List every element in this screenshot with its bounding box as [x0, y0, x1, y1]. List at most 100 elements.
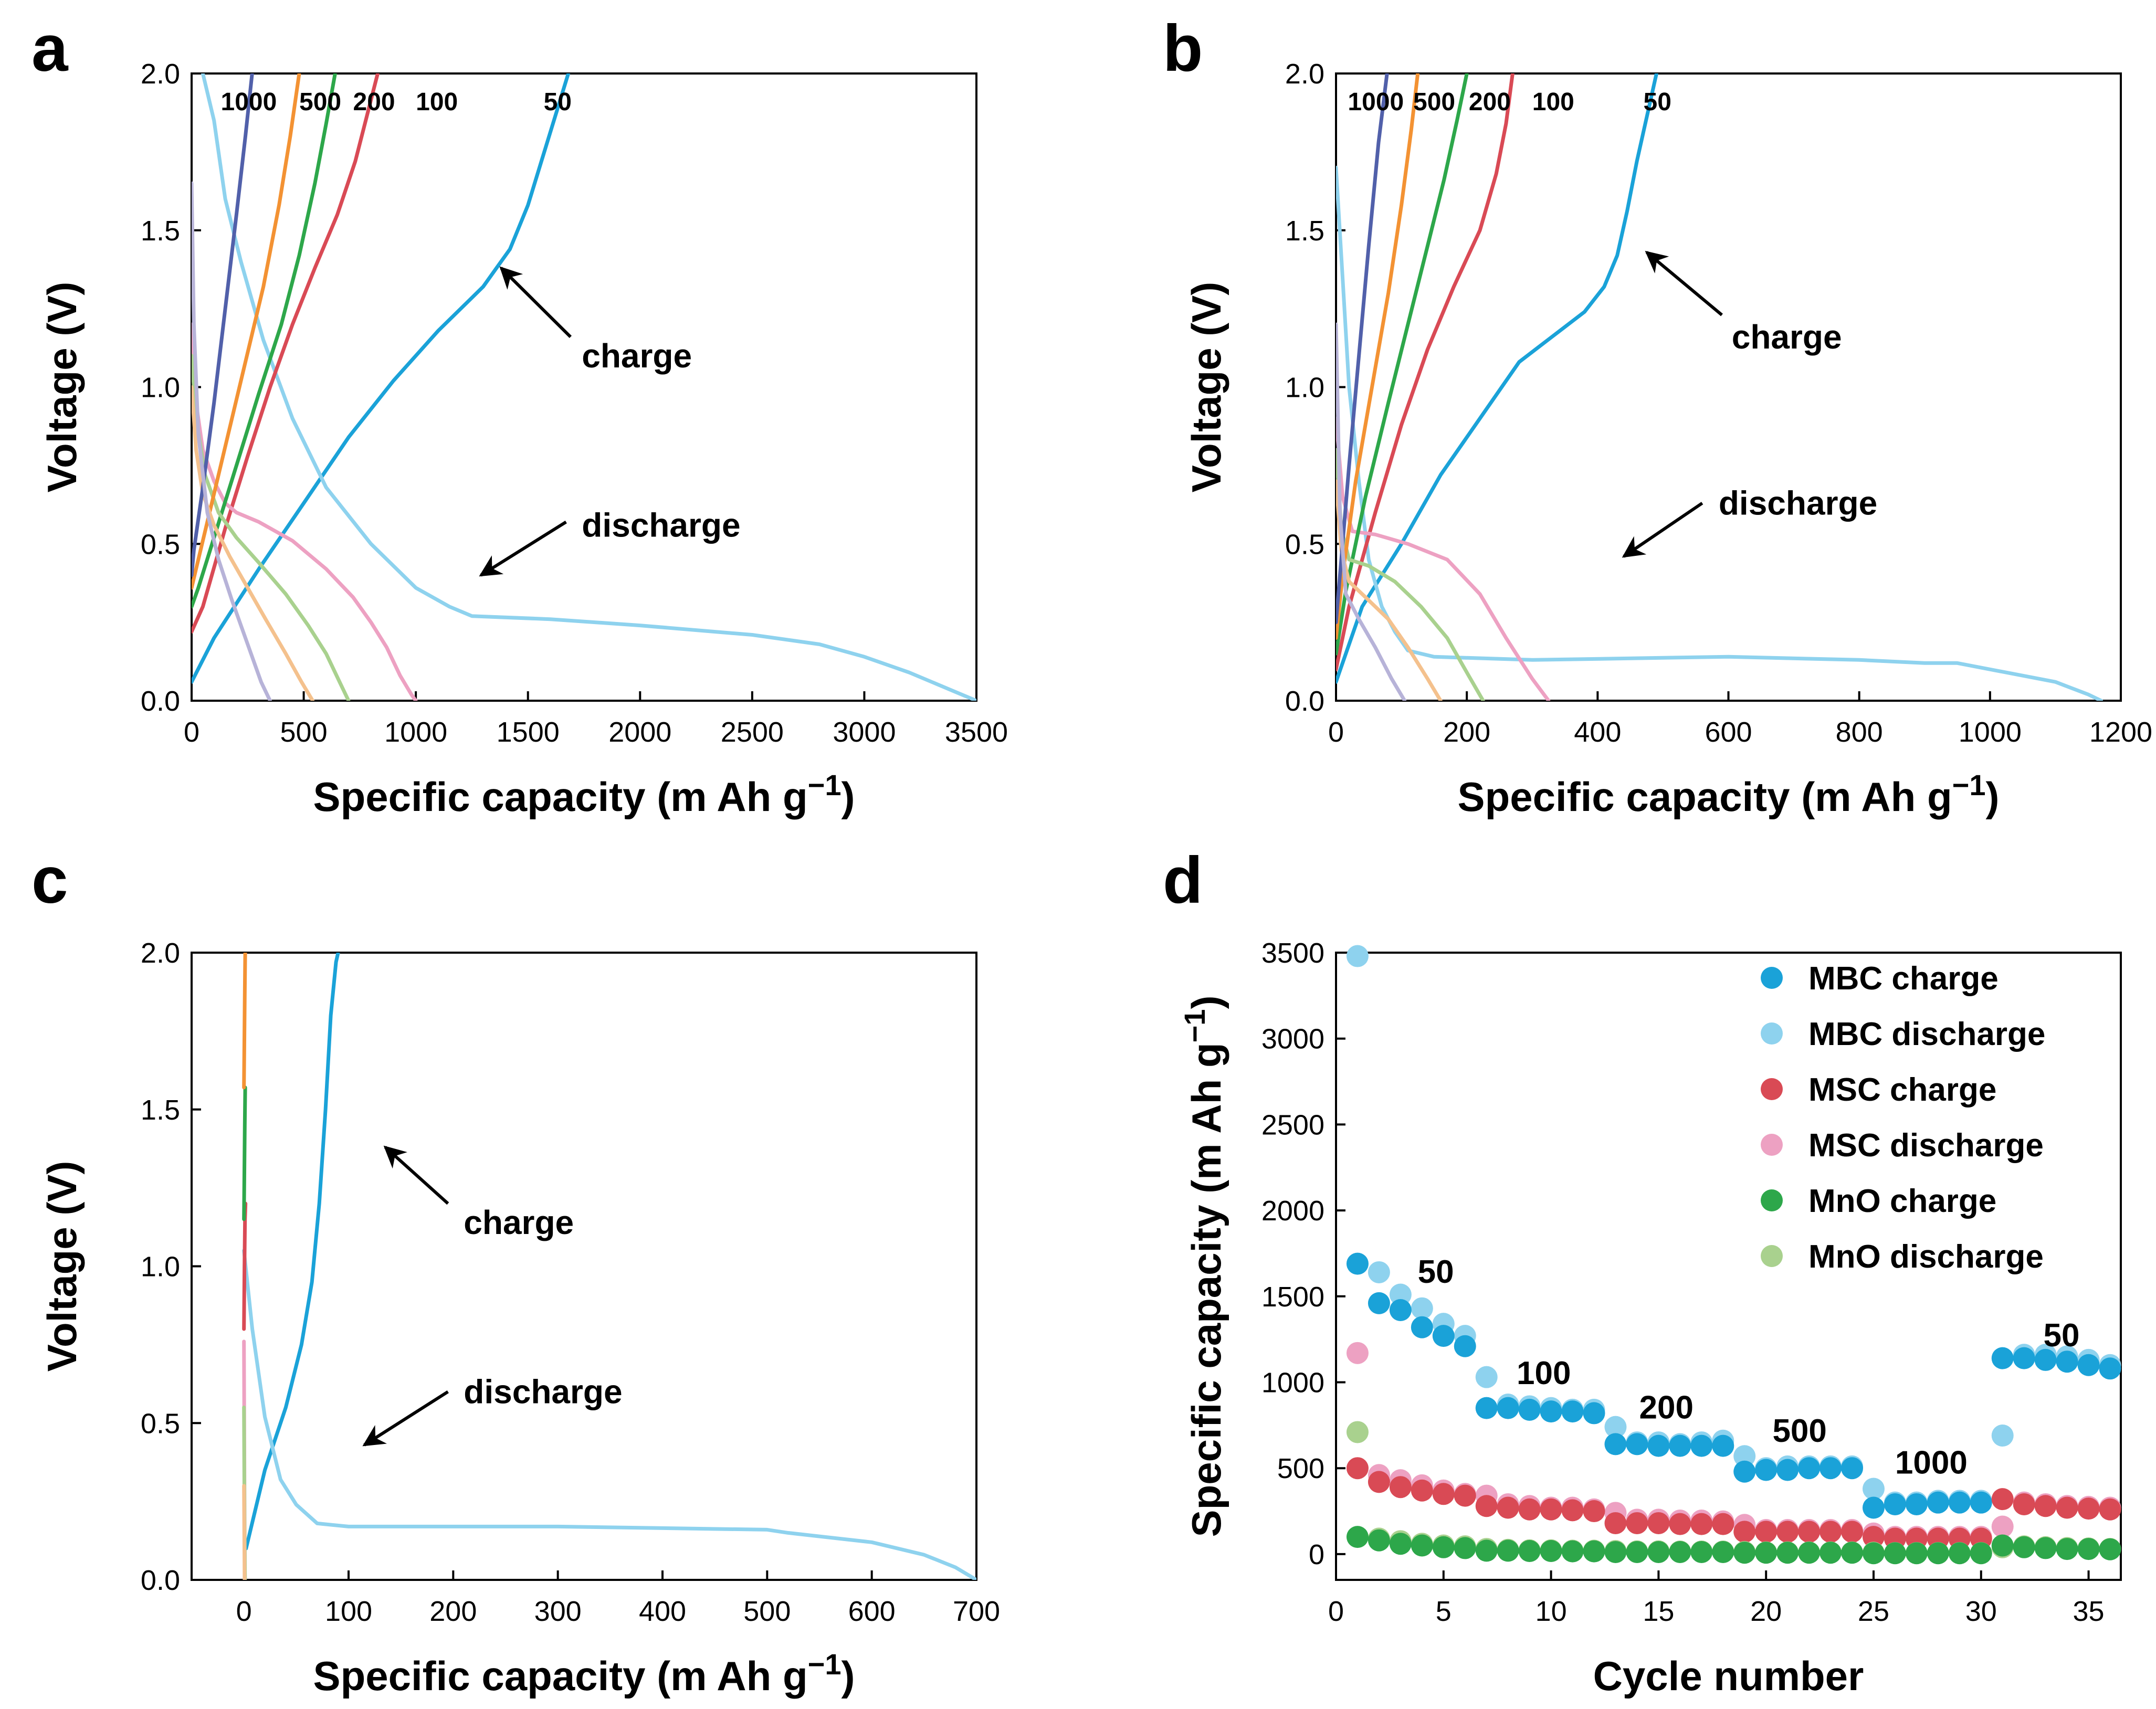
legend-entry: MBC discharge: [1808, 1016, 2045, 1052]
x-tick-label: 600: [848, 1596, 896, 1627]
x-tick-label: 10: [1536, 1596, 1567, 1627]
curve-200-charge: [242, 1085, 247, 1221]
y-tick-label: 0.5: [1285, 529, 1324, 560]
y-tick-label: 2.0: [1285, 58, 1324, 90]
curve-100-charge: [1336, 73, 1515, 671]
curve-100-charge: [242, 1201, 248, 1331]
data-point: [1991, 1424, 2014, 1447]
data-point: [1647, 1541, 1670, 1563]
y-tick-label: 1.0: [1285, 372, 1324, 404]
curve-1000-charge: [1336, 73, 1389, 625]
y-tick-label: 1.0: [141, 372, 180, 404]
data-point: [1905, 1542, 1928, 1565]
data-point: [1346, 945, 1369, 967]
x-tick-label: 20: [1750, 1596, 1782, 1627]
curve-500-charge: [192, 73, 301, 590]
y-tick-label: 1000: [1261, 1367, 1324, 1398]
data-point: [2034, 1495, 2057, 1517]
legend: MBC charge MBC discharge MSC charge MSC dis…: [1761, 961, 2045, 1275]
data-point: [1712, 1434, 1734, 1457]
y-tick-label: 0.5: [141, 1408, 180, 1439]
data-point: [1346, 1457, 1369, 1480]
data-point: [1518, 1398, 1541, 1421]
legend-marker: [1761, 1078, 1783, 1100]
data-point: [1862, 1478, 1885, 1500]
data-point: [1690, 1434, 1713, 1457]
data-point: [2013, 1493, 2035, 1515]
x-tick-label: 15: [1643, 1596, 1674, 1627]
curve-500-discharge: [242, 1484, 247, 1580]
panel-c: 0 100 200 300 400 500 600 700 0.0 0.5 1.0 1.5 2.0 Spe…: [31, 844, 1000, 1699]
data-point: [1776, 1459, 1799, 1481]
data-point: [1927, 1542, 1949, 1565]
data-point: [1755, 1459, 1778, 1481]
data-point: [1647, 1512, 1670, 1534]
curve-50-discharge: [242, 1249, 976, 1580]
data-point: [1454, 1537, 1476, 1559]
data-point: [2099, 1357, 2121, 1380]
data-point: [1948, 1542, 1971, 1565]
x-tick-label: 30: [1965, 1596, 1997, 1627]
y-tick-label: 0.0: [141, 685, 180, 717]
data-point: [1862, 1542, 1885, 1565]
rate-label: 50: [544, 88, 572, 116]
y-axis-title: Voltage (V): [1183, 282, 1229, 493]
annotation-arrow: [499, 266, 572, 339]
data-point: [1626, 1433, 1648, 1455]
data-point: [1518, 1539, 1541, 1562]
y-tick-label: 0: [1309, 1539, 1324, 1570]
data-point: [2056, 1351, 2078, 1373]
plot-frame: [1335, 72, 2122, 702]
data-point: [1432, 1483, 1455, 1505]
data-point: [1604, 1416, 1627, 1438]
data-point: [1368, 1529, 1390, 1552]
curve-1000-discharge: [1336, 322, 1407, 701]
y-tick-label: 2.0: [141, 58, 180, 90]
y-tick-label: 3500: [1261, 937, 1324, 969]
data-point: [2056, 1496, 2078, 1519]
rate-label: 200: [1639, 1390, 1694, 1426]
legend-marker: [1761, 967, 1783, 989]
x-tick-label: 800: [1836, 716, 1883, 748]
legend-entry: MnO charge: [1808, 1183, 1996, 1219]
annotation-label: charge: [582, 337, 692, 375]
data-point: [1733, 1521, 1756, 1543]
y-tick-label: 2000: [1261, 1195, 1324, 1227]
data-point: [1368, 1261, 1390, 1283]
rate-label: 100: [1532, 88, 1574, 116]
data-point: [1389, 1533, 1412, 1555]
x-axis-title: Specific capacity (m Ah g−1): [313, 1648, 855, 1699]
rate-label: 100: [416, 88, 458, 116]
data-point: [1626, 1512, 1648, 1534]
panel-a: 0 500 1000 1500 2000 2500 3000 3500 0.0 0.5 1.0 1.5…: [31, 12, 1008, 820]
data-point: [2077, 1538, 2100, 1560]
data-point: [1604, 1433, 1627, 1455]
curve-500-discharge: [192, 385, 315, 701]
x-tick-label: 0: [1328, 716, 1344, 748]
data-point: [1905, 1493, 1928, 1515]
data-point: [1884, 1493, 1906, 1515]
x-tick-label: 600: [1705, 716, 1752, 748]
data-point: [1884, 1542, 1906, 1565]
x-tick-label: 2500: [721, 716, 784, 748]
x-tick-label: 700: [953, 1596, 1000, 1627]
curve-1000-discharge: [192, 181, 272, 701]
data-point: [1776, 1542, 1799, 1564]
legend-marker: [1761, 1245, 1783, 1267]
rate-label: 50: [1418, 1254, 1454, 1290]
legend-entry: MBC charge: [1808, 961, 1999, 997]
legend-marker: [1761, 1022, 1783, 1045]
y-tick-label: 3000: [1261, 1024, 1324, 1055]
data-point: [2099, 1538, 2121, 1560]
rate-label: 500: [1772, 1413, 1826, 1449]
annotation-arrow: [1645, 250, 1723, 317]
data-point: [1389, 1283, 1412, 1306]
data-point: [1798, 1542, 1821, 1564]
x-tick-label: 200: [1443, 716, 1490, 748]
data-point: [1841, 1521, 1864, 1543]
data-point: [1561, 1540, 1584, 1563]
x-tick-label: 0: [184, 716, 199, 748]
x-tick-label: 400: [639, 1596, 686, 1627]
data-point: [1411, 1479, 1433, 1502]
rate-label: 50: [2044, 1317, 2080, 1354]
